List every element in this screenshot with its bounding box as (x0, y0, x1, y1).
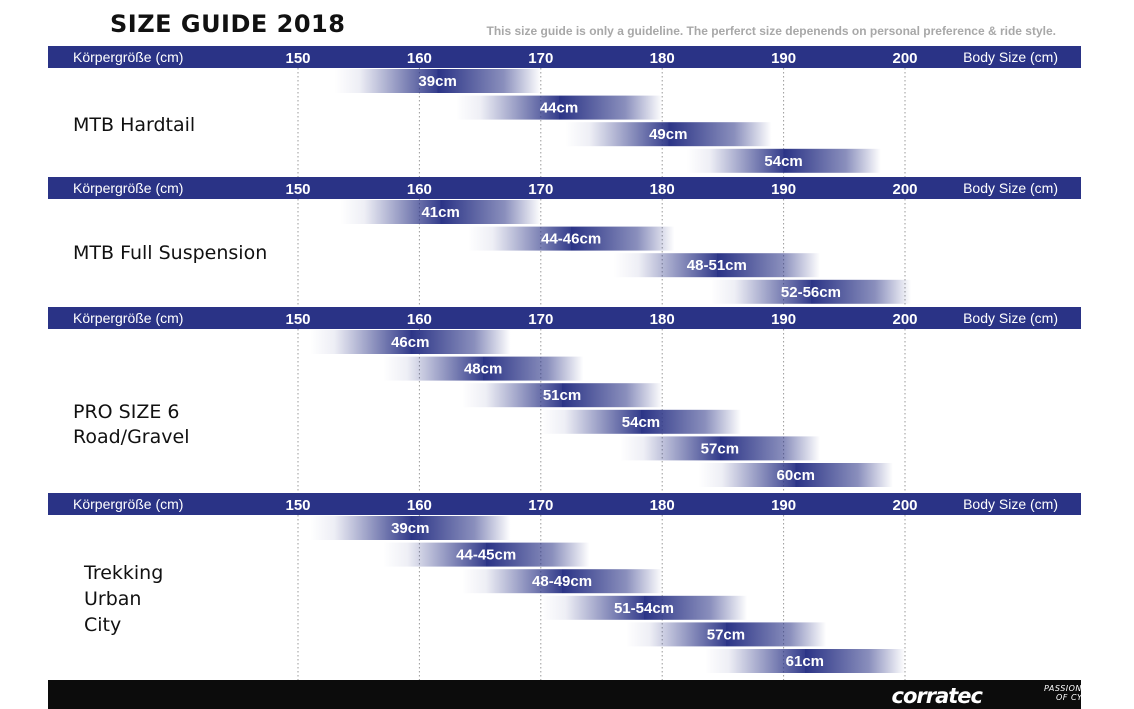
tick-label: 150 (285, 50, 310, 67)
brand-tagline: PASSION OF CYCLING (1044, 684, 1114, 702)
size-bar (704, 649, 905, 673)
tick-label: 170 (528, 311, 553, 328)
size-bar (461, 383, 663, 408)
bar-label: 57cm (707, 626, 745, 643)
tick-label: 190 (771, 497, 796, 514)
tagline-line-1: PASSION (1044, 684, 1082, 693)
size-bar (334, 69, 541, 93)
size-bar (613, 253, 821, 278)
size-bar (619, 436, 821, 461)
size-bar (382, 356, 584, 381)
tick-label: 170 (528, 181, 553, 198)
bar-label: 39cm (418, 73, 456, 90)
size-section: Körpergröße (cm) Body Size (cm) 150 160 170 1… (48, 46, 1081, 173)
size-bar (310, 516, 511, 540)
bar-label: 48cm (464, 361, 502, 378)
bar-label: 48-49cm (532, 573, 592, 590)
section-name: Trekking (83, 562, 163, 584)
size-bar (686, 148, 881, 173)
size-section: Körpergröße (cm) Body Size (cm) 150 160 170 1… (48, 493, 1081, 673)
axis-band (48, 46, 1081, 68)
disclaimer-text: This size guide is only a guideline. The… (486, 24, 1057, 38)
tick-label: 200 (892, 50, 917, 67)
tick-label: 160 (407, 181, 432, 198)
size-section: Körpergröße (cm) Body Size (cm) 150 160 170 1… (48, 307, 1081, 487)
size-bar (382, 542, 590, 567)
axis-left-label: Körpergröße (cm) (73, 496, 183, 512)
bar-label: 44-45cm (456, 547, 516, 564)
bar-label: 61cm (786, 653, 824, 670)
page-title: SIZE GUIDE 2018 (110, 10, 346, 38)
tick-label: 180 (650, 50, 675, 67)
section-name: PRO SIZE 6 (73, 401, 179, 423)
tagline-line-2: OF CYCLING (1056, 693, 1110, 702)
size-bar (540, 595, 748, 620)
size-bar (310, 330, 511, 354)
bar-label: 51cm (543, 387, 581, 404)
tick-label: 180 (650, 497, 675, 514)
size-bar (565, 122, 772, 147)
bar-label: 46cm (391, 334, 429, 351)
axis-band (48, 307, 1081, 329)
bar-label: 39cm (391, 520, 429, 537)
section-name: Urban (84, 588, 141, 610)
tick-label: 190 (771, 311, 796, 328)
axis-right-label: Body Size (cm) (963, 496, 1058, 512)
tick-label: 160 (407, 50, 432, 67)
size-bar (540, 409, 742, 434)
tick-label: 170 (528, 50, 553, 67)
axis-left-label: Körpergröße (cm) (73, 180, 183, 196)
tick-label: 180 (650, 311, 675, 328)
size-bar (455, 95, 663, 120)
bar-label: 57cm (701, 440, 739, 457)
tick-label: 160 (407, 311, 432, 328)
tick-label: 150 (285, 181, 310, 198)
size-chart: Körpergröße (cm) Body Size (cm) 150 160 170 1… (48, 46, 1081, 680)
axis-left-label: Körpergröße (cm) (73, 310, 183, 326)
tick-label: 150 (285, 311, 310, 328)
axis-right-label: Body Size (cm) (963, 49, 1058, 65)
section-name: MTB Hardtail (73, 114, 195, 136)
tick-label: 180 (650, 181, 675, 198)
tick-label: 200 (892, 497, 917, 514)
size-bar (467, 226, 675, 251)
bar-label: 54cm (764, 153, 802, 170)
axis-band (48, 177, 1081, 199)
size-bar (461, 569, 663, 594)
bar-label: 60cm (777, 467, 815, 484)
section-name: City (84, 614, 121, 636)
tick-label: 200 (892, 181, 917, 198)
size-bar (710, 279, 912, 304)
bar-label: 48-51cm (687, 257, 747, 274)
brand-logo: corratec (891, 684, 983, 708)
size-section: Körpergröße (cm) Body Size (cm) 150 160 170 1… (48, 177, 1081, 304)
tick-label: 200 (892, 311, 917, 328)
bar-label: 44-46cm (541, 231, 601, 248)
size-bar (340, 200, 541, 224)
axis-right-label: Body Size (cm) (963, 180, 1058, 196)
tick-label: 160 (407, 497, 432, 514)
section-name: Road/Gravel (73, 426, 189, 448)
bar-label: 51-54cm (614, 600, 674, 617)
axis-band (48, 493, 1081, 515)
axis-left-label: Körpergröße (cm) (73, 49, 183, 65)
section-name: MTB Full Suspension (73, 242, 267, 264)
bar-label: 44cm (540, 100, 578, 117)
tick-label: 190 (771, 181, 796, 198)
axis-right-label: Body Size (cm) (963, 310, 1058, 326)
tick-label: 170 (528, 497, 553, 514)
tick-label: 150 (285, 497, 310, 514)
size-bar (698, 463, 893, 487)
size-bar (625, 622, 827, 647)
bar-label: 49cm (649, 126, 687, 143)
bar-label: 54cm (622, 414, 660, 431)
bar-label: 52-56cm (781, 284, 841, 301)
footer-bar (48, 680, 1081, 709)
tick-label: 190 (771, 50, 796, 67)
bar-label: 41cm (421, 204, 459, 221)
